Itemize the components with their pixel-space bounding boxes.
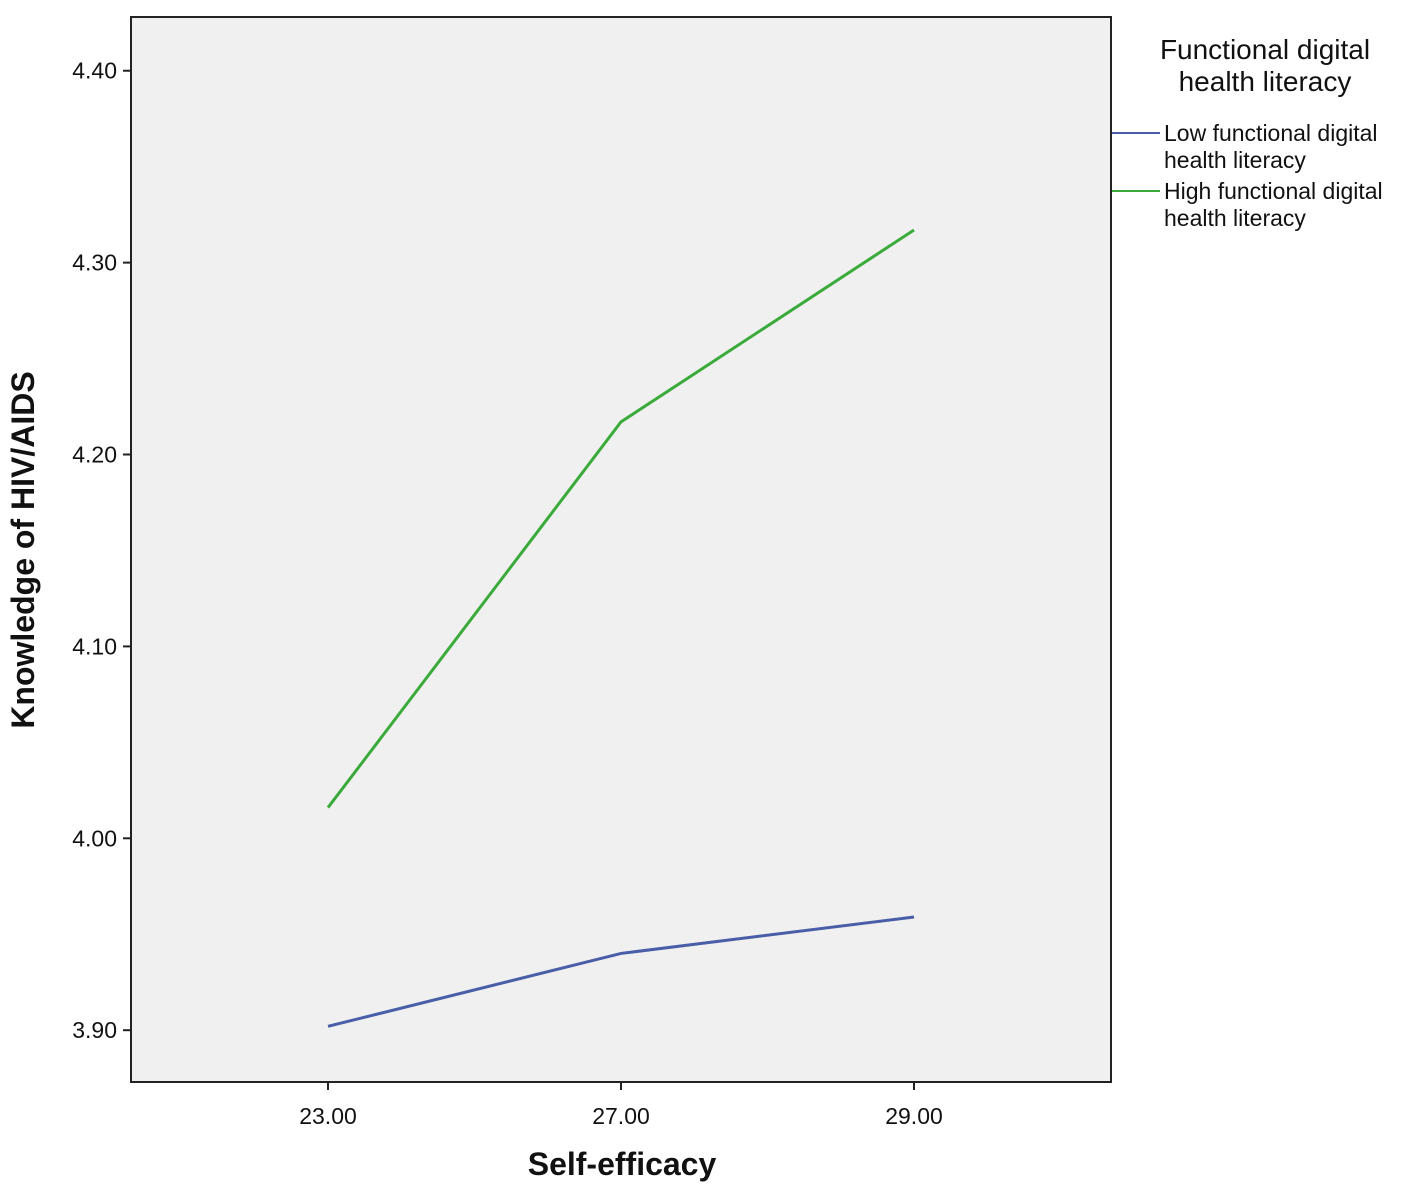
y-tick-label: 4.30: [72, 250, 117, 276]
line-series: [326, 228, 915, 809]
y-axis-title: Knowledge of HIV/AIDS: [5, 371, 41, 728]
legend-item: High functional digital health literacy: [1112, 178, 1418, 234]
plot-area: [130, 16, 1112, 1083]
x-tick-label: 27.00: [592, 1103, 650, 1129]
y-tick-label: 4.40: [72, 58, 117, 84]
y-tick-label: 3.90: [72, 1017, 117, 1043]
legend-item: Low functional digital health literacy: [1112, 120, 1418, 176]
line-series: [327, 915, 915, 1028]
legend-label: High functional digital health literacy: [1164, 178, 1383, 231]
legend-label: Low functional digital health literacy: [1164, 120, 1378, 173]
x-axis-title: Self-efficacy: [528, 1146, 717, 1182]
y-tick-label: 4.10: [72, 633, 117, 659]
y-tick-label: 4.00: [72, 825, 117, 851]
legend-title: Functional digital health literacy: [1159, 34, 1371, 97]
y-tick-label: 4.20: [72, 442, 117, 468]
x-tick-label: 23.00: [299, 1103, 357, 1129]
legend-swatch: [1112, 132, 1160, 134]
x-tick-label: 29.00: [885, 1103, 943, 1129]
legend-swatch: [1112, 190, 1160, 192]
